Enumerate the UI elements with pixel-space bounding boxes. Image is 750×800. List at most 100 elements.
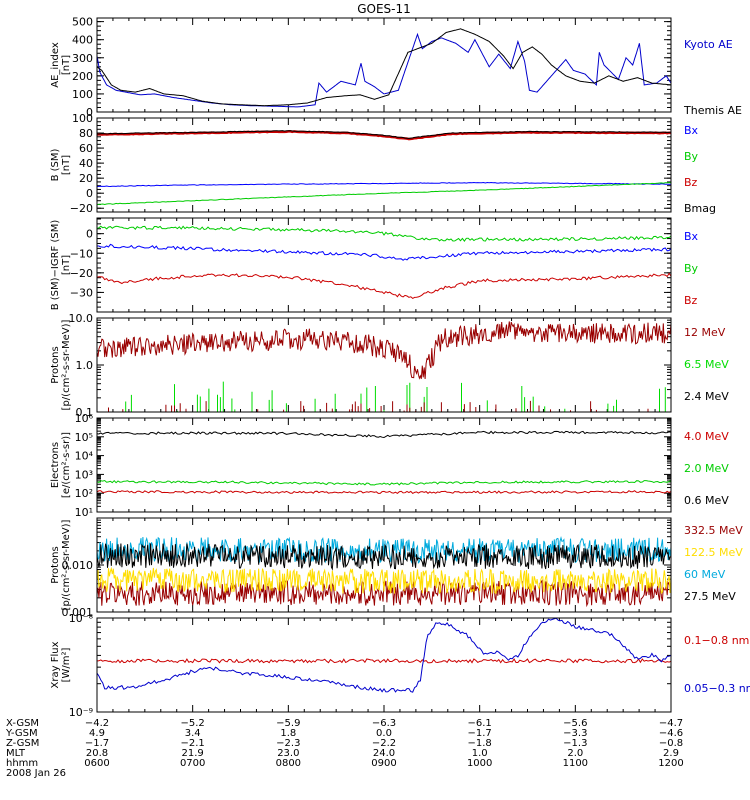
y-tick-label: 10⁻⁸ (69, 612, 94, 625)
y-tick-label: 10⁴ (75, 450, 94, 463)
x-row-value: 0600 (84, 758, 109, 769)
x-row-value: −4.2 (85, 718, 109, 729)
legend-entry: 122.5 MeV (684, 546, 743, 559)
panel-frame (96, 217, 672, 313)
x-row-label: Y-GSM (5, 728, 38, 739)
x-row-value: 20.8 (86, 748, 108, 759)
y-tick-label: 200 (72, 70, 93, 83)
legend-entry: Bz (684, 294, 698, 307)
date-label: 2008 Jan 26 (6, 768, 66, 779)
series-line-2 (97, 566, 671, 595)
y-tick-label: 300 (72, 52, 93, 65)
y-axis-label: Protons[p/(cm²-s-sr-MeV)] (50, 519, 72, 610)
x-row-value: 1.0 (472, 748, 488, 759)
series-line-3 (97, 272, 671, 299)
legend-entry: 332.5 MeV (684, 524, 743, 537)
panel-frame (96, 517, 672, 613)
x-row-value: 3.4 (185, 728, 201, 739)
y-axis-label: B (SM)−IGRF (SM)[nT] (50, 220, 72, 311)
x-row-value: 0800 (276, 758, 301, 769)
y-axis-label: Electrons[e/(cm²-s-sr)] (50, 432, 72, 498)
legend-entry: Kyoto AE (684, 38, 733, 51)
legend-entry: 0.6 MeV (684, 494, 729, 507)
y-tick-label: −10 (70, 247, 93, 260)
legend-entry: By (684, 262, 699, 275)
x-row-value: 1000 (467, 758, 492, 769)
series-line-3 (97, 430, 671, 439)
x-row-value: −6.1 (468, 718, 492, 729)
legend-entry: 4.0 MeV (684, 430, 729, 443)
x-row-value: −1.7 (468, 728, 492, 739)
panel-frame (96, 317, 672, 413)
legend-entry: 6.5 MeV (684, 358, 729, 371)
panel-5: 10¹ 10² 10³ 10⁴ 10⁵ 10⁶Electrons[e/(cm²-s-sr)… (50, 412, 729, 519)
legend-entry: Bmag (684, 202, 716, 215)
x-row-value: −5.2 (181, 718, 205, 729)
series-line-2 (125, 381, 666, 412)
y-tick-label: 1.0 (76, 359, 94, 372)
series-line-4 (97, 543, 671, 571)
y-tick-label: 60 (79, 142, 93, 155)
x-row-value: −5.9 (276, 718, 300, 729)
legend-entry: By (684, 150, 699, 163)
x-row-value: −3.3 (563, 728, 587, 739)
x-row-value: −0.8 (659, 738, 683, 749)
y-tick-label: 10⁶ (75, 412, 94, 425)
series-line-2 (97, 618, 671, 693)
series-group (97, 321, 671, 412)
y-tick-label: 0 (86, 106, 93, 119)
panel-frame (96, 417, 672, 513)
series-group (97, 430, 671, 495)
x-row-value: 4.9 (89, 728, 105, 739)
series-group (97, 28, 671, 108)
x-axis-table: X-GSM −4.2 −5.2 −5.9 −6.3 −6.1 −5.6 −4.7 Y-GSM 4.… (5, 718, 684, 779)
y-tick-label: −30 (70, 286, 93, 299)
series-line-2 (97, 28, 671, 107)
x-row-label: Z-GSM (6, 738, 39, 749)
y-tick-label: 100 (72, 88, 93, 101)
y-tick-label: 10¹ (75, 506, 93, 519)
y-tick-label: 10⁻⁹ (69, 706, 93, 719)
legend-entry: 0.05−0.3 nm (684, 682, 750, 695)
legend-entry: 2.4 MeV (684, 390, 729, 403)
x-row-value: 24.0 (373, 748, 395, 759)
series-line-2 (97, 479, 671, 486)
series-line-1 (97, 181, 671, 188)
series-line-1 (97, 321, 671, 380)
x-row-value: 0700 (180, 758, 205, 769)
legend-entry: Themis AE (683, 104, 742, 117)
x-row-label: hhmm (6, 758, 38, 769)
panel-7: 10⁻⁹ 10⁻⁸ Xray Flux[W/m²] 0.1−0.8 nm 0.05−0.… (50, 612, 750, 719)
x-row-value: 1200 (658, 758, 683, 769)
series-line-4 (97, 130, 671, 139)
series-group (97, 618, 671, 693)
x-row-value: −1.3 (563, 738, 587, 749)
x-row-value: 0900 (371, 758, 396, 769)
y-tick-label: 0.001 (62, 606, 94, 619)
legend-entry: 60 MeV (684, 568, 726, 581)
y-tick-label: 0.1 (76, 406, 94, 419)
y-tick-label: 0 (86, 187, 93, 200)
x-row-value: −4.7 (659, 718, 683, 729)
x-row-value: 23.0 (277, 748, 299, 759)
x-row-value: 2.0 (567, 748, 583, 759)
y-tick-label: 400 (72, 34, 93, 47)
x-row-value: 21.9 (182, 748, 204, 759)
legend-entry: 0.1−0.8 nm (684, 634, 749, 647)
x-row-value: 0.0 (376, 728, 392, 739)
legend-entry: Bx (684, 230, 699, 243)
panel-3: −30 −20 −10 0 B (SM)−IGRF (SM)[nT] Bx By Bz (50, 217, 699, 313)
y-tick-label: 100 (72, 112, 93, 125)
panel-frame (96, 117, 672, 213)
legend-entry: Bz (684, 176, 698, 189)
series-line-2 (97, 182, 671, 206)
legend-entry: Bx (684, 124, 699, 137)
series-group (97, 225, 671, 299)
legend-entry: 2.0 MeV (684, 462, 729, 475)
panel-frame (96, 617, 672, 713)
y-axis-label: Protons[p/(cm²-s-sr-MeV)] (50, 319, 72, 410)
